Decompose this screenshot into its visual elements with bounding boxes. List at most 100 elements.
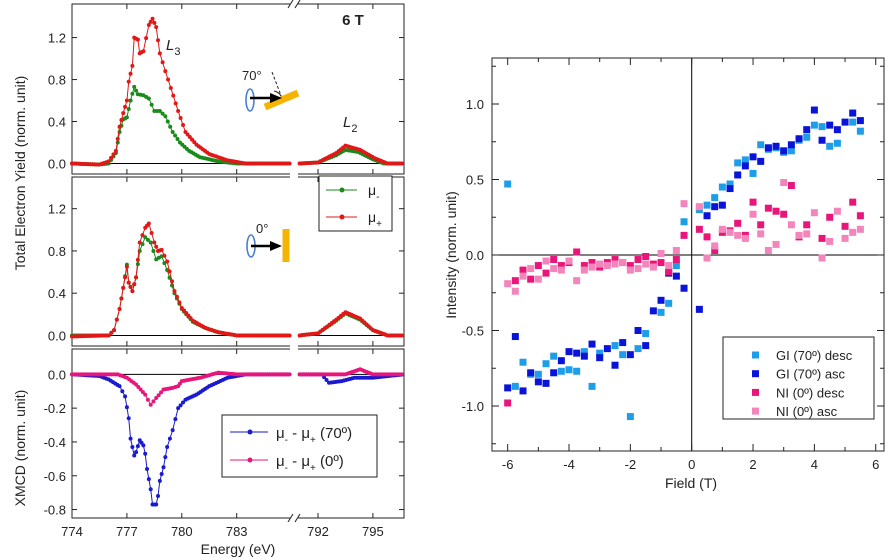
- data-point: [130, 445, 135, 450]
- y-tick-label: 0.8: [48, 73, 66, 88]
- data-point: [665, 299, 673, 307]
- series-μ+: [70, 16, 405, 167]
- legend-marker: [247, 429, 253, 435]
- data-point: [154, 25, 159, 30]
- text-span: +: [376, 219, 382, 230]
- data-point: [148, 240, 153, 245]
- legend-box: [722, 336, 875, 420]
- legend-label: μ+: [368, 209, 382, 230]
- data-point: [557, 367, 565, 375]
- data-point: [634, 256, 642, 264]
- field-label: 6 T: [342, 12, 364, 29]
- x-tick-label: 783: [226, 524, 248, 539]
- data-point: [399, 372, 404, 377]
- data-point: [619, 259, 627, 267]
- data-point: [672, 272, 680, 280]
- legend-marker: [339, 214, 345, 220]
- plot-frame: [71, 3, 405, 175]
- data-point: [695, 305, 703, 313]
- legend-marker: [247, 457, 253, 463]
- data-point: [557, 357, 565, 365]
- data-point: [757, 230, 765, 238]
- y-axis-label: Intensity (norm. unit): [443, 191, 459, 319]
- data-point: [795, 231, 803, 239]
- data-point: [115, 136, 120, 141]
- data-point: [170, 130, 175, 135]
- x-tick-label: 795: [362, 524, 384, 539]
- data-point: [573, 349, 581, 357]
- data-point: [134, 382, 139, 387]
- data-point: [128, 284, 133, 289]
- data-point: [810, 209, 818, 217]
- data-point: [596, 349, 604, 357]
- data-point: [856, 225, 864, 233]
- data-point: [764, 144, 772, 152]
- data-point: [787, 147, 795, 155]
- data-point: [849, 198, 857, 206]
- data-point: [130, 63, 135, 68]
- data-point: [642, 330, 650, 338]
- data-point: [154, 502, 159, 507]
- data-point: [173, 133, 178, 138]
- data-point: [157, 51, 162, 56]
- text-span: L: [166, 37, 174, 54]
- data-point: [511, 277, 519, 285]
- data-point: [168, 85, 173, 90]
- data-point: [511, 382, 519, 390]
- data-point: [126, 106, 131, 111]
- data-point: [117, 124, 122, 129]
- y-tick-label: 0.0: [48, 367, 66, 382]
- data-point: [611, 256, 619, 264]
- data-point: [143, 451, 148, 456]
- data-point: [157, 109, 162, 114]
- data-point: [833, 139, 841, 147]
- data-point: [121, 285, 126, 290]
- data-point: [565, 366, 573, 374]
- data-point: [146, 477, 151, 482]
- data-point: [171, 93, 176, 98]
- data-point: [573, 277, 581, 285]
- data-point: [534, 378, 542, 386]
- data-point: [718, 183, 726, 191]
- geometry-70deg-icon: 70°: [242, 68, 300, 112]
- data-point: [106, 159, 111, 164]
- data-point: [726, 228, 734, 236]
- data-point: [657, 308, 665, 316]
- data-point: [156, 38, 161, 43]
- x-tick-label: 780: [171, 524, 193, 539]
- data-point: [527, 369, 535, 377]
- normal-line: [271, 71, 283, 99]
- legend-label: GI (70º) desc: [776, 348, 853, 363]
- text-span: μ: [276, 425, 285, 442]
- legend-label: μ- - μ+ (0º): [276, 453, 344, 474]
- data-point: [527, 265, 535, 273]
- data-point: [856, 127, 864, 135]
- legend-marker: [752, 370, 759, 378]
- data-point: [611, 342, 619, 350]
- data-point: [657, 249, 665, 257]
- data-point: [143, 392, 148, 397]
- data-point: [580, 266, 588, 274]
- data-point: [178, 116, 183, 121]
- data-point: [741, 234, 749, 242]
- data-point: [772, 142, 780, 150]
- data-point: [120, 389, 125, 394]
- text-span: L: [343, 114, 351, 131]
- data-point: [163, 455, 168, 460]
- data-point: [749, 153, 757, 161]
- data-point: [841, 234, 849, 242]
- data-point: [711, 203, 719, 211]
- data-point: [519, 272, 527, 280]
- data-point: [160, 111, 165, 116]
- data-point: [126, 416, 131, 421]
- data-point: [703, 254, 711, 262]
- data-point: [550, 265, 558, 273]
- data-point: [542, 269, 550, 277]
- data-point: [145, 237, 150, 242]
- data-point: [159, 247, 164, 252]
- data-point: [634, 345, 642, 353]
- data-point: [619, 339, 627, 347]
- data-point: [810, 106, 818, 114]
- x-tick-label: 2: [749, 457, 756, 472]
- data-point: [826, 121, 834, 129]
